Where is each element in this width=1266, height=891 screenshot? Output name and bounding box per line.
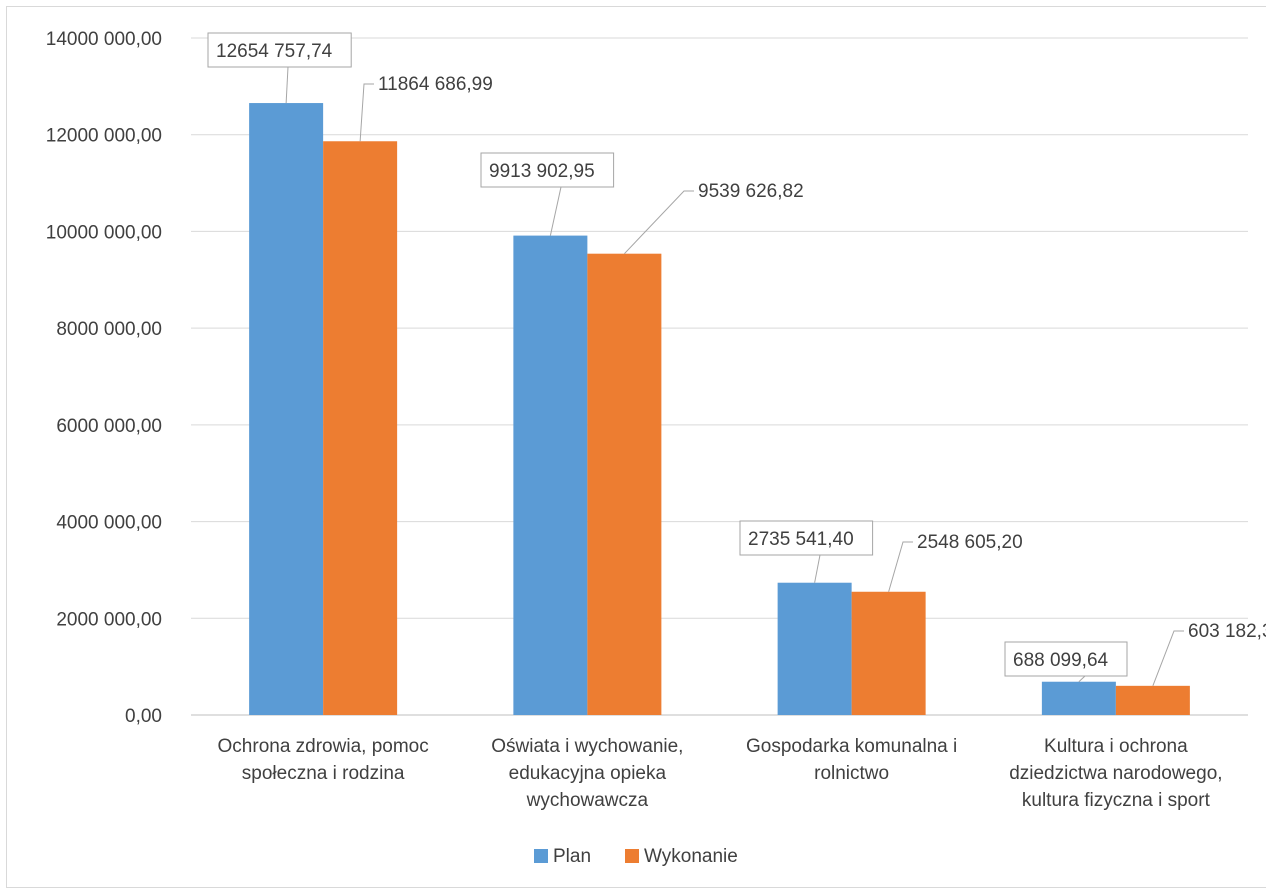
x-tick-label: Kultura i ochrona dziedzictwa narodowego,… [1009, 736, 1222, 811]
bar-plan [249, 103, 324, 716]
leader-line [359, 83, 374, 142]
bar-wykonanie [587, 253, 662, 715]
bar-plan [777, 582, 852, 715]
leader-line [624, 190, 694, 255]
y-tick-label: 14000 000,00 [46, 29, 162, 50]
leader-line [549, 186, 562, 236]
data-label-box [739, 520, 874, 556]
leader-line [1152, 630, 1184, 687]
data-label-plan: 2735 541,40 [748, 529, 854, 550]
leader-line [814, 554, 821, 583]
data-label-wykonanie: 9539 626,82 [698, 181, 804, 202]
bar-plan [1041, 681, 1116, 715]
x-tick-label: Ochrona zdrowia, pomoc społeczna i rodzin… [218, 736, 429, 784]
y-tick-label: 8000 000,00 [56, 319, 162, 340]
bar-wykonanie [323, 141, 398, 715]
y-tick-label: 0,00 [125, 706, 162, 727]
legend-label: Plan [553, 846, 591, 867]
data-label-wykonanie: 603 182,35 [1188, 621, 1266, 642]
data-label-box [207, 32, 352, 68]
leader-line [1078, 675, 1086, 683]
x-tick-label: Gospodarka komunalna i rolnictwo [746, 736, 957, 784]
data-label-plan: 688 099,64 [1013, 650, 1109, 671]
y-tick-label: 6000 000,00 [56, 416, 162, 437]
legend-label: Wykonanie [644, 846, 738, 867]
y-tick-label: 4000 000,00 [56, 513, 162, 534]
y-tick-label: 2000 000,00 [56, 609, 162, 630]
bar-wykonanie [1115, 685, 1190, 715]
leader-line [285, 66, 289, 104]
data-label-plan: 9913 902,95 [489, 161, 595, 182]
legend-swatch [534, 849, 548, 863]
bar-plan [513, 235, 588, 715]
x-tick-label: Oświata i wychowanie, edukacyjna opieka wy… [491, 736, 683, 811]
data-label-wykonanie: 11864 686,99 [378, 74, 493, 95]
y-tick-label: 10000 000,00 [46, 222, 162, 243]
y-tick-label: 12000 000,00 [46, 126, 162, 147]
data-label-plan: 12654 757,74 [216, 41, 333, 62]
data-label-box [480, 152, 615, 188]
leader-line [888, 541, 913, 592]
legend-swatch [625, 849, 639, 863]
data-label-wykonanie: 2548 605,20 [917, 532, 1023, 553]
bar-wykonanie [851, 591, 926, 715]
data-label-box [1004, 641, 1128, 677]
